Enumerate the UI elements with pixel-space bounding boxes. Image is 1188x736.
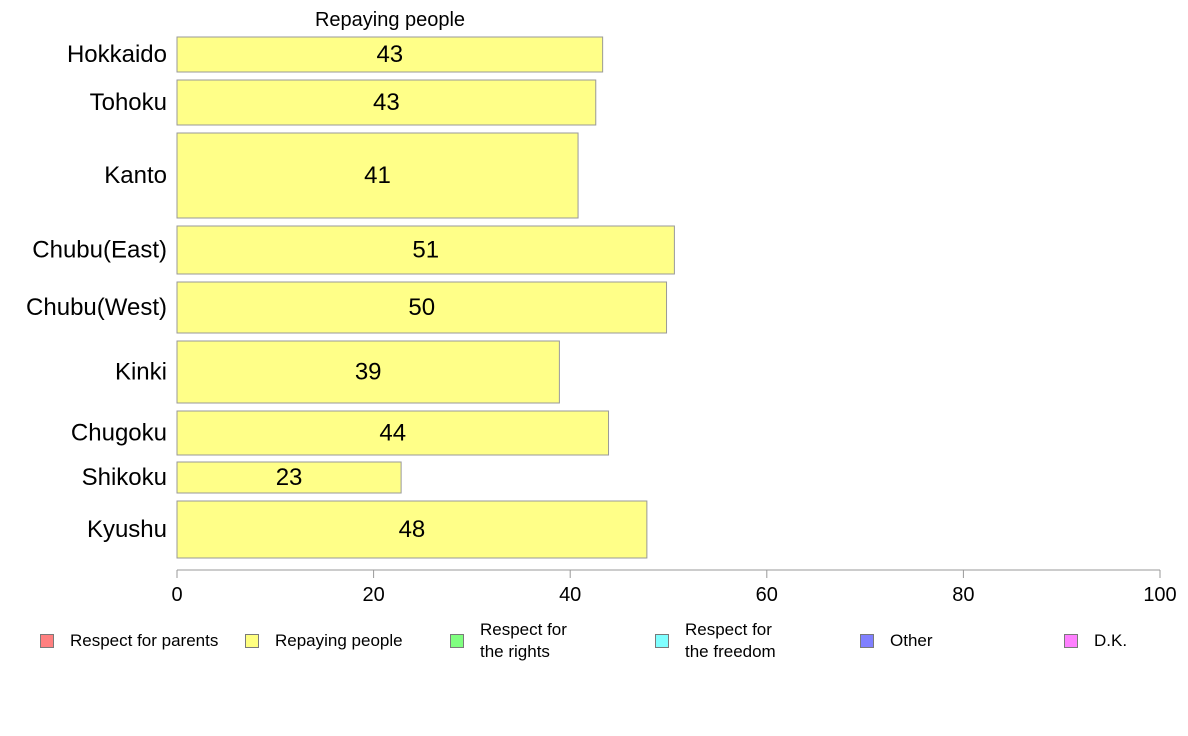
x-tick-label: 20 [362, 584, 384, 606]
legend-label: Repaying people [275, 631, 403, 650]
x-axis: 0 20 40 60 80 100 [171, 569, 1177, 606]
bars-group: Hokkaido 43 Tohoku 43 Kanto 41 Chubu(East) 51 Ch… [26, 36, 675, 559]
legend-item: Other [860, 618, 933, 664]
legend-label: Respect for the freedom [685, 620, 776, 661]
legend-item: Respect for the freedom [655, 618, 776, 664]
value-label: 43 [373, 89, 400, 116]
category-label: Kinki [115, 359, 167, 386]
legend-item: Repaying people [245, 618, 403, 664]
legend-item: Respect for the rights [450, 618, 567, 664]
bar-chubu-east [176, 225, 675, 275]
category-label: Kanto [104, 162, 167, 189]
value-label: 39 [355, 359, 382, 386]
category-label: Chubu(West) [26, 294, 167, 321]
legend-swatch [245, 634, 259, 648]
category-label: Kyushu [87, 516, 167, 543]
value-label: 51 [412, 237, 439, 264]
category-label: Tohoku [90, 89, 167, 116]
bar-chugoku [176, 410, 610, 456]
x-tick-label: 80 [952, 584, 974, 606]
legend-item: D.K. [1064, 618, 1127, 664]
value-label: 23 [276, 464, 303, 491]
category-label: Shikoku [82, 464, 167, 491]
legend-item: Respect for parents [40, 618, 218, 664]
legend-swatch [40, 634, 54, 648]
bar-kyushu [176, 500, 648, 559]
x-tick-label: 0 [171, 584, 182, 606]
x-tick-label: 60 [756, 584, 778, 606]
category-label: Chugoku [71, 420, 167, 447]
category-label: Chubu(East) [32, 237, 167, 264]
value-label: 43 [376, 41, 403, 68]
value-label: 48 [399, 516, 426, 543]
value-label: 50 [408, 294, 435, 321]
legend: Respect for parents Repaying people Respec… [0, 618, 1188, 668]
category-label: Hokkaido [67, 41, 167, 68]
value-label: 41 [364, 162, 391, 189]
legend-label: Respect for parents [70, 631, 219, 650]
legend-label: Other [890, 631, 933, 650]
legend-swatch [860, 634, 874, 648]
bar-shikoku [176, 461, 402, 494]
bar-chubu-west [176, 281, 668, 334]
legend-label: D.K. [1094, 631, 1128, 650]
bar-kanto [176, 132, 579, 219]
x-tick-label: 100 [1143, 584, 1176, 606]
value-label: 44 [379, 420, 406, 447]
bar-tohoku [176, 79, 597, 126]
legend-swatch [655, 634, 669, 648]
bar-kinki [176, 340, 560, 404]
legend-swatch [1064, 634, 1078, 648]
x-tick-label: 40 [559, 584, 581, 606]
legend-label: Respect for the rights [480, 620, 567, 661]
bar-hokkaido [176, 36, 604, 73]
legend-swatch [450, 634, 464, 648]
chart-title: Repaying people [315, 9, 465, 31]
